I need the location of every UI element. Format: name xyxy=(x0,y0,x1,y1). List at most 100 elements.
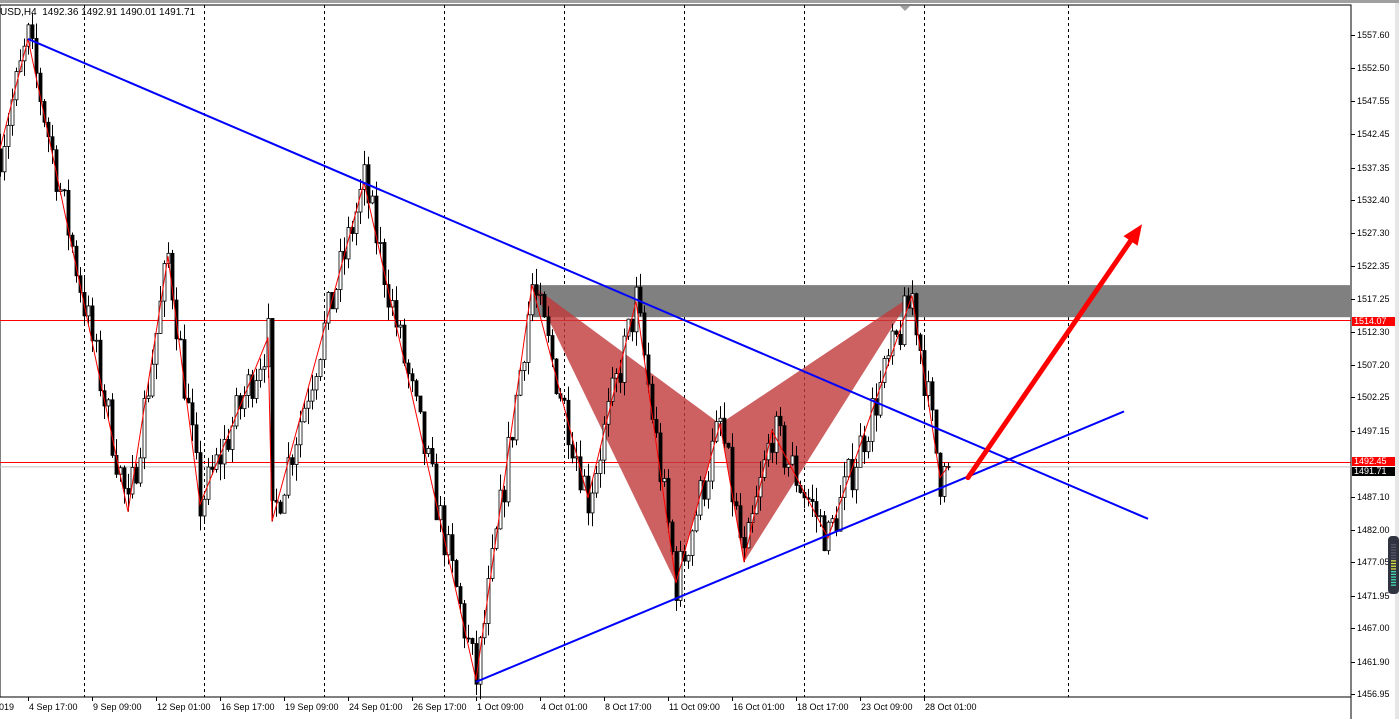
candle-bear xyxy=(274,500,279,503)
candle-bear xyxy=(730,446,735,503)
harmonic-xab-triangle xyxy=(532,285,720,584)
candle-bull xyxy=(698,480,703,516)
time-label: 1 Oct 09:00 xyxy=(477,702,524,712)
time-label: 23 Oct 09:00 xyxy=(861,702,913,712)
candle-bull xyxy=(662,478,667,483)
candle-bear xyxy=(862,435,867,453)
candle-bull xyxy=(538,293,543,296)
candle-bull xyxy=(318,359,323,377)
candle-bear xyxy=(722,417,727,444)
candle-bear xyxy=(50,136,55,151)
candle-bull xyxy=(26,24,31,47)
price-label: 1542.45 xyxy=(1357,129,1390,140)
candle-bear xyxy=(278,501,283,514)
time-label: 18 Oct 17:00 xyxy=(797,702,849,712)
candle-bear xyxy=(198,452,203,517)
zoom-bar xyxy=(1391,552,1396,554)
price-label: 1547.55 xyxy=(1357,95,1390,106)
harmonic-bcd-triangle xyxy=(720,295,912,563)
zoom-bar xyxy=(1391,546,1396,548)
candle-bull xyxy=(202,498,207,517)
candle-bull xyxy=(710,440,715,482)
candle-bull xyxy=(634,286,639,333)
candle-bear xyxy=(726,442,731,448)
price-label: 1477.05 xyxy=(1357,557,1390,568)
candle-bear xyxy=(410,373,415,382)
candle-bull xyxy=(106,399,111,407)
candle-bear xyxy=(794,455,799,486)
candle-bear xyxy=(642,312,647,356)
resistance-zone xyxy=(532,285,1351,318)
candle-bull xyxy=(598,459,603,474)
candle-bear xyxy=(422,411,427,454)
candle-bull xyxy=(678,550,683,601)
candle-bull xyxy=(286,457,291,496)
zoom-bar xyxy=(1391,562,1396,565)
zoom-bar xyxy=(1391,581,1396,584)
candle-bull xyxy=(214,454,219,470)
candle-bull xyxy=(306,400,311,409)
zoom-bar xyxy=(1391,544,1396,546)
candle-bear xyxy=(122,467,127,489)
zoom-bar xyxy=(1391,584,1396,586)
candle-bull xyxy=(886,355,891,359)
candle-bull xyxy=(222,439,227,465)
candle-bear xyxy=(290,457,295,465)
zoom-bar xyxy=(1391,549,1396,551)
candle-bear xyxy=(502,489,507,503)
candle-bull xyxy=(694,514,699,532)
candle-bull xyxy=(94,339,99,342)
candle-bear xyxy=(194,424,199,454)
candle-bull xyxy=(838,497,843,532)
candle-bull xyxy=(282,494,287,514)
candle-bear xyxy=(646,354,651,385)
candle-bear xyxy=(418,395,423,413)
time-label: 24 Sep 01:00 xyxy=(349,702,403,712)
candle-bear xyxy=(534,284,539,296)
candle-bull xyxy=(602,423,607,461)
candle-bull xyxy=(354,211,359,234)
candle-bear xyxy=(374,195,379,244)
candle-bear xyxy=(450,534,455,561)
forecast-arrowhead-icon xyxy=(1123,224,1142,246)
candle-bear xyxy=(210,466,215,470)
candle-bull xyxy=(142,398,147,459)
candle-bull xyxy=(890,330,895,357)
candle-bear xyxy=(270,318,275,501)
price-label: 1557.60 xyxy=(1357,30,1390,40)
candle-bull xyxy=(18,60,23,72)
candle-bull xyxy=(86,305,91,317)
candle-bear xyxy=(190,402,195,426)
price-label: 1467.00 xyxy=(1357,623,1390,634)
candle-bull xyxy=(718,417,723,422)
price-label: 1517.25 xyxy=(1357,294,1390,305)
candle-bear xyxy=(186,397,191,404)
zoom-slider[interactable] xyxy=(1388,536,1399,594)
candle-bear xyxy=(458,586,463,605)
candle-bear xyxy=(810,498,815,502)
candle-bear xyxy=(742,537,747,549)
time-label: 11 Oct 09:00 xyxy=(669,702,720,712)
candle-bear xyxy=(470,638,475,644)
candle-bull xyxy=(138,457,143,484)
candle-bear xyxy=(930,381,935,411)
candle-bull xyxy=(438,505,443,521)
candle-bull xyxy=(426,448,431,454)
candle-bull xyxy=(362,164,367,190)
candle-bull xyxy=(790,455,795,465)
candle-bull xyxy=(858,435,863,468)
candle-bear xyxy=(30,24,35,39)
candle-bull xyxy=(146,395,151,399)
candle-bull xyxy=(258,368,263,381)
candle-bull xyxy=(574,456,579,459)
candle-bull xyxy=(262,366,267,370)
candle-bull xyxy=(298,421,303,446)
candle-bear xyxy=(178,338,183,341)
scrollbar[interactable] xyxy=(1395,3,1399,719)
candle-bull xyxy=(322,322,327,361)
chart-shift-marker-icon xyxy=(900,6,910,11)
price-label: 1522.35 xyxy=(1357,260,1390,271)
time-label: 16 Sep 17:00 xyxy=(221,702,275,712)
candle-bull xyxy=(378,242,383,244)
